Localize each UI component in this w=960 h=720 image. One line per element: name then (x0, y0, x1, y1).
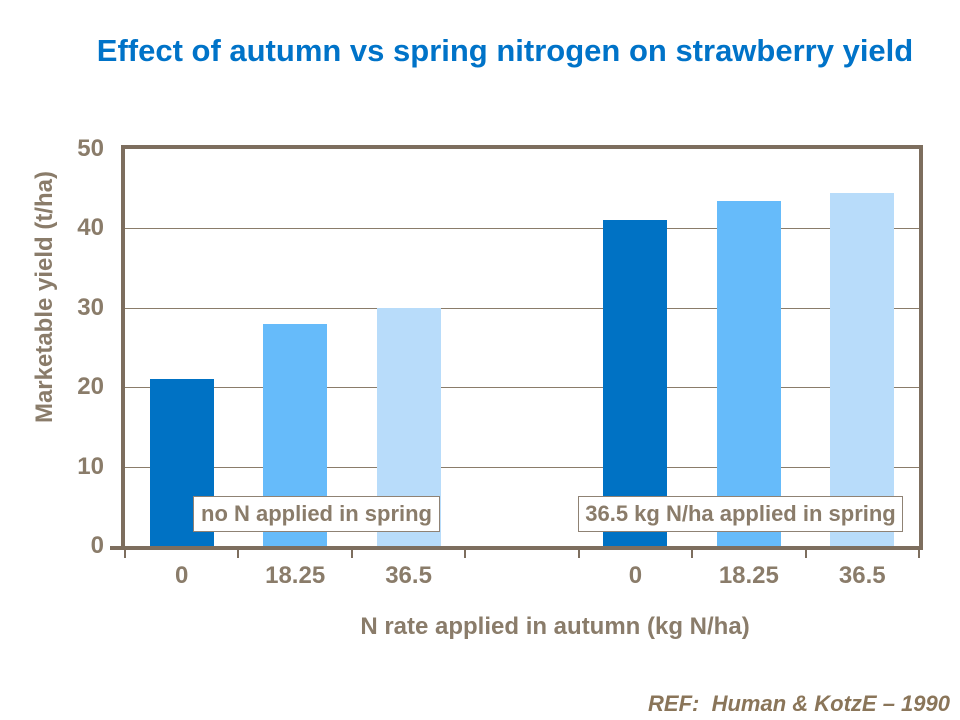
x-axis-tick-6 (804, 550, 807, 558)
bar-right-18.25 (716, 200, 781, 546)
x-axis-left-extension (110, 546, 122, 550)
y-tick-label-30: 30 (77, 293, 104, 321)
x-axis-tick-1 (237, 550, 240, 558)
gridline-y-20 (125, 387, 919, 389)
gridline-y-30 (125, 307, 919, 309)
x-axis-tick-3 (464, 550, 467, 558)
x-tick-label-2: 36.5 (385, 562, 432, 589)
x-tick-label-1: 18.25 (265, 562, 326, 589)
x-tick-label-4: 0 (628, 562, 643, 589)
y-tick-label-50: 50 (77, 135, 104, 162)
annotation-box-right: 36.5 kg N/ha applied in spring (578, 496, 903, 532)
y-tick-label-0: 0 (90, 532, 104, 559)
x-tick-label-0: 0 (175, 562, 189, 589)
y-tick-label-20: 20 (77, 373, 104, 401)
x-axis-tick-5 (691, 550, 694, 558)
plot-area (121, 145, 923, 550)
x-axis-title: N rate applied in autumn (kg N/ha) (360, 613, 750, 640)
y-tick-label-40: 40 (77, 214, 104, 242)
bar-right-0 (603, 220, 668, 546)
x-axis-tick-0 (124, 550, 126, 558)
bar-right-36.5 (830, 192, 895, 546)
reference-citation: REF: Human & KotzE – 1990 (648, 691, 950, 716)
x-tick-label-6: 36.5 (838, 562, 886, 589)
x-tick-label-5: 18.25 (718, 562, 779, 589)
y-tick-label-10: 10 (77, 452, 104, 480)
chart-title: Effect of autumn vs spring nitrogen on s… (96, 33, 914, 68)
x-axis-tick-2 (350, 550, 353, 558)
annotation-box-left: no N applied in spring (193, 496, 440, 532)
x-axis-tick-7 (918, 550, 920, 558)
gridline-y-40 (125, 228, 919, 230)
gridline-y-10 (125, 466, 919, 468)
x-axis-tick-4 (577, 550, 580, 558)
